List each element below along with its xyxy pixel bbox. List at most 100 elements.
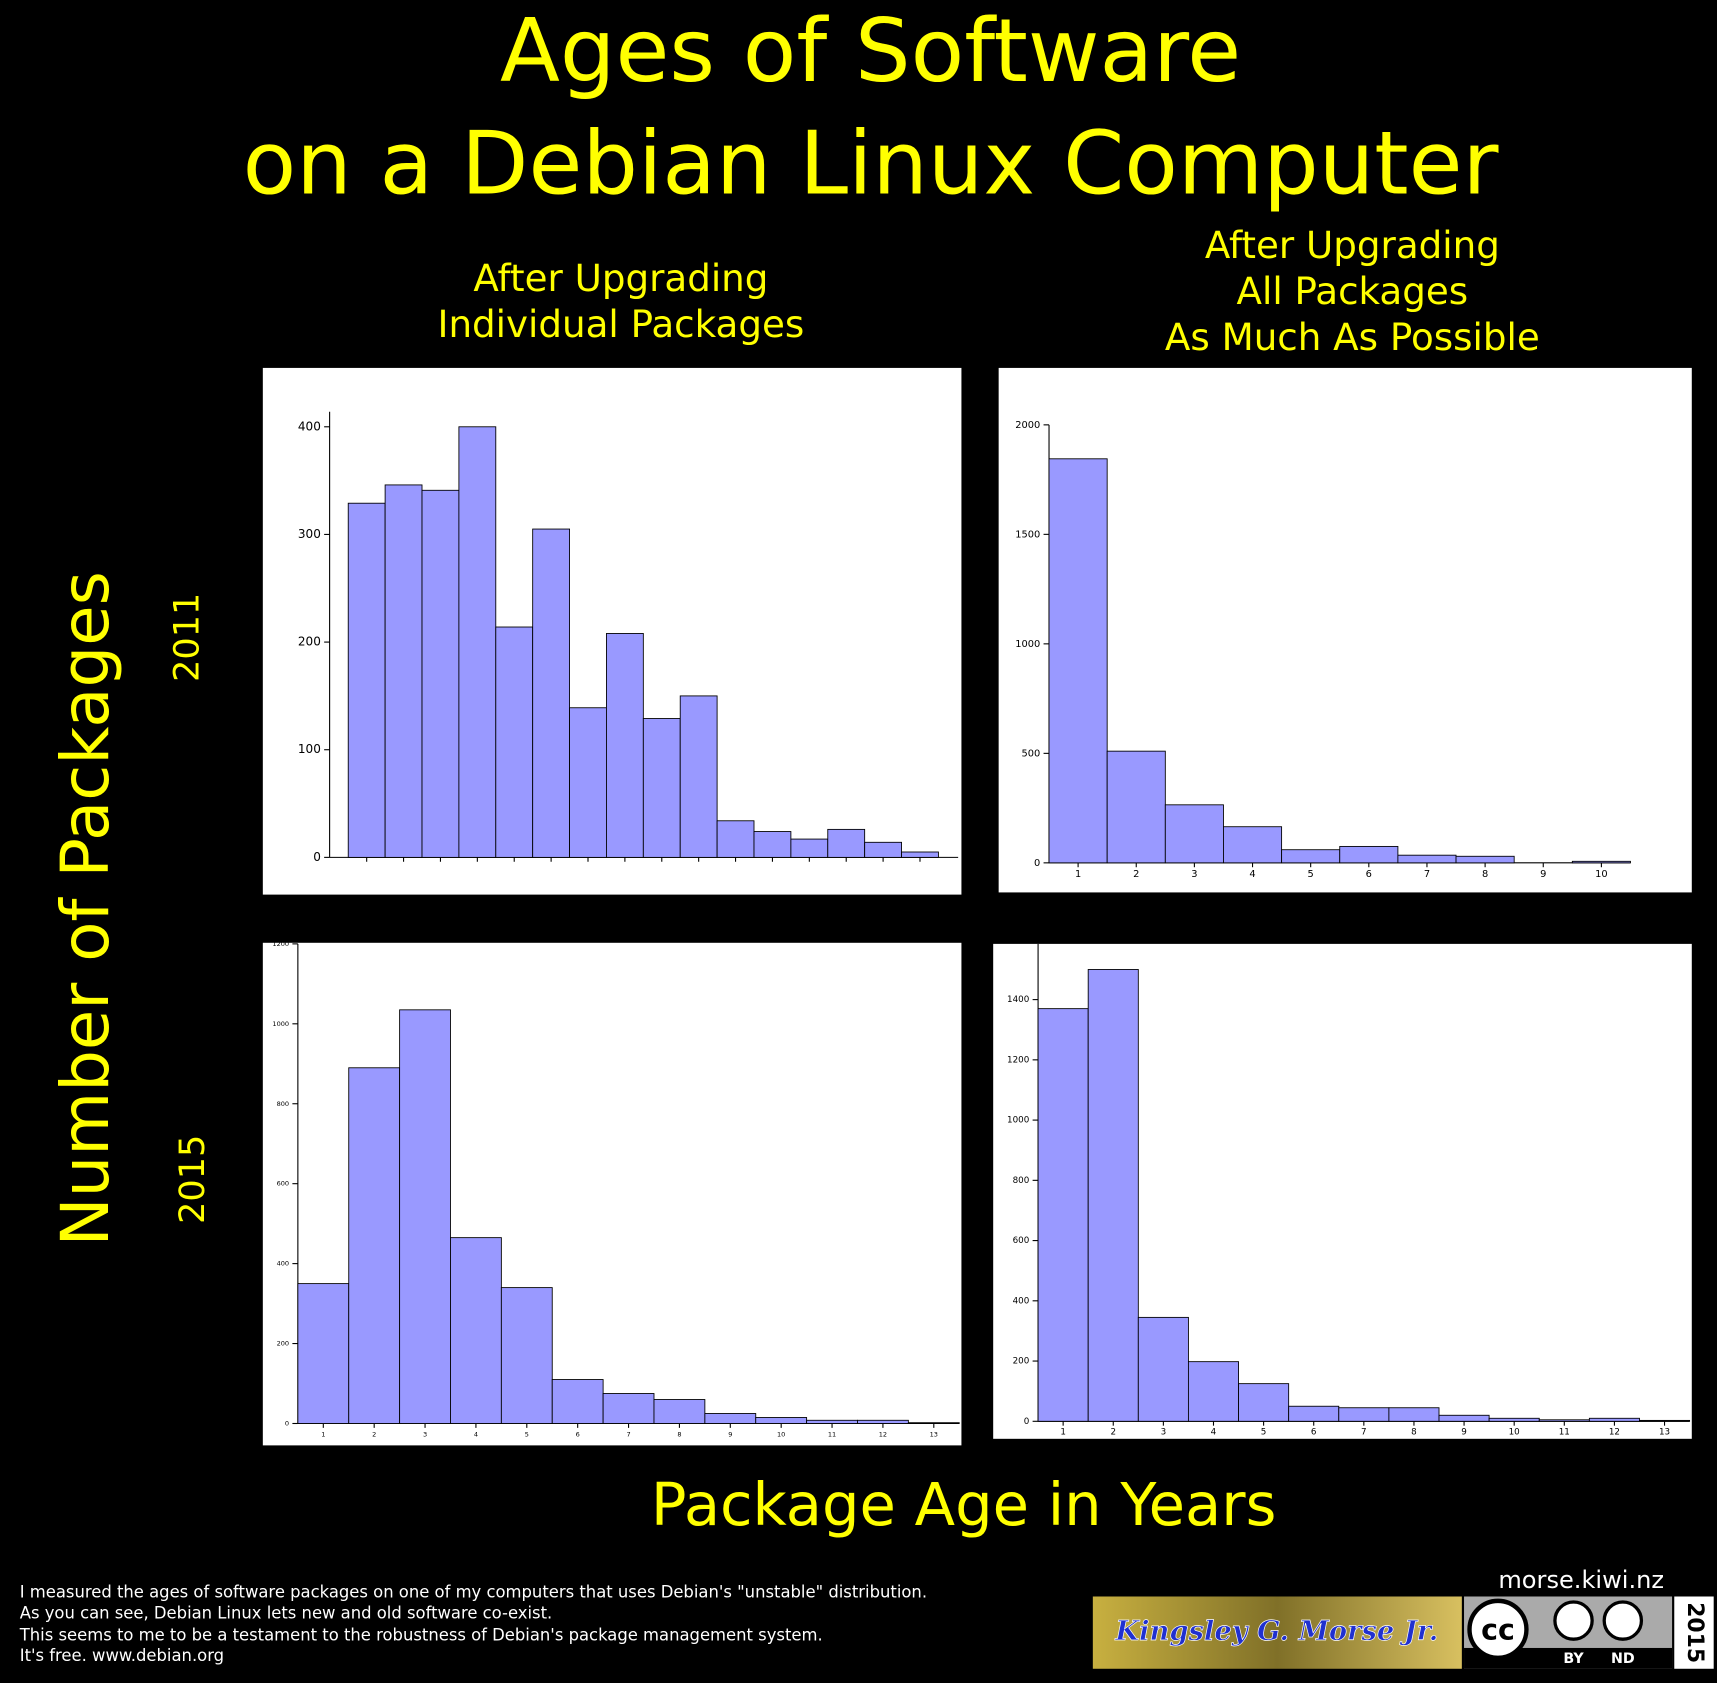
x-tick-label: 5 [1308,869,1314,880]
by-icon [1553,1600,1594,1641]
title: on a Debian Linux Computer [243,113,1499,215]
y-tick-label: 800 [1013,1176,1030,1186]
bar [827,828,866,858]
bar [399,1009,451,1424]
note: As you can see, Debian Linux lets new an… [20,1604,552,1623]
x-tick-label: 10 [777,1430,785,1438]
y-tick-label: 600 [277,1180,290,1188]
cc-icon [1467,1598,1529,1661]
x-tick-label: 8 [1411,1428,1417,1438]
x-tick-label: 1 [1075,869,1081,880]
bar [384,484,423,858]
y-tick-label: 300 [298,527,321,541]
note: I measured the ages of software packages… [20,1583,927,1602]
x-tick-label: 3 [423,1430,427,1438]
y-tick-label: 1000 [272,1020,289,1028]
row-label: 2015 [172,1135,213,1224]
author: Kingsley G. Morse Jr. [1114,1615,1438,1647]
bar [704,1413,757,1424]
x-tick-label: 5 [1261,1428,1267,1438]
bar [500,1287,553,1424]
y-tick-label: 1200 [1007,1055,1029,1065]
license-by: BY [1563,1651,1584,1667]
bar [551,1379,604,1424]
x-tick-label: 7 [1424,869,1430,880]
x-tick-label: 13 [930,1430,938,1438]
bar [1397,854,1457,864]
bar [1048,458,1108,864]
y-tick-label: 0 [1024,1417,1030,1427]
bar [1639,1419,1691,1422]
bar [901,851,939,858]
bar [1339,845,1399,864]
x-tick-label: 9 [728,1430,732,1438]
y-tick-label: 800 [277,1100,290,1108]
note: It's free. www.debian.org [20,1646,224,1665]
bar [602,1393,655,1424]
x-tick-label: 6 [1366,869,1372,880]
author-logo [1092,1596,1462,1669]
year-box [1674,1596,1714,1669]
bar [1137,1316,1189,1422]
y-tick-label: 2000 [1015,420,1040,431]
x-tick-label: 13 [1659,1428,1670,1438]
bar [1588,1417,1640,1422]
bar [297,1283,350,1424]
column-title: As Much As Possible [1165,315,1540,359]
bar [653,1399,706,1424]
bar [1338,1407,1390,1422]
x-tick-label: 2 [1110,1428,1116,1438]
bar [347,502,386,858]
bar [348,1067,401,1424]
bar [458,426,497,858]
x-tick-label: 12 [879,1430,887,1438]
year: 2015 [1682,1602,1707,1663]
column-title: After Upgrading [473,256,768,300]
x-tick-label: 3 [1191,869,1197,880]
x-tick-label: 4 [1249,869,1255,880]
license-cc: cc [1481,1614,1515,1647]
bar [1037,1008,1089,1422]
bar [1164,804,1224,864]
y-axis-label: Number of Packages [48,571,124,1246]
bar [1455,855,1515,864]
x-tick-label: 6 [576,1430,580,1438]
nd-icon [1602,1600,1644,1641]
y-tick-label: 400 [298,419,321,433]
y-tick-label: 600 [1013,1236,1030,1246]
column-title: All Packages [1237,269,1469,313]
x-tick-label: 11 [828,1430,836,1438]
bar [1538,1419,1590,1422]
x-tick-label: 9 [1461,1428,1467,1438]
bar [755,1417,808,1424]
title: Ages of Software [500,0,1241,102]
x-tick-label: 2 [1133,869,1139,880]
y-tick-label: 400 [1013,1296,1030,1306]
y-tick-label: 400 [277,1260,290,1268]
y-tick-label: 500 [1021,748,1040,759]
bar [1288,1405,1340,1422]
x-tick-label: 8 [1482,869,1488,880]
bar [606,633,644,858]
x-tick-label: 7 [1361,1428,1367,1438]
bar [790,838,829,858]
x-tick-label: 8 [677,1430,681,1438]
bar [806,1419,858,1424]
bar [1087,969,1139,1422]
bar [753,831,792,858]
x-tick-label: 7 [626,1430,630,1438]
bar [1187,1361,1239,1422]
y-tick-label: 1000 [1007,1116,1029,1126]
y-tick-label: 1000 [1015,639,1040,650]
x-tick-label: 1 [1060,1428,1066,1438]
x-tick-label: 1 [321,1430,325,1438]
bar [1488,1417,1540,1422]
y-tick-label: 100 [298,742,321,756]
x-tick-label: 11 [1559,1428,1570,1438]
x-tick-label: 10 [1509,1428,1520,1438]
y-tick-label: 1400 [1007,995,1029,1005]
x-tick-label: 2 [372,1430,376,1438]
y-tick-label: 1200 [272,940,289,948]
bar [1571,860,1631,864]
